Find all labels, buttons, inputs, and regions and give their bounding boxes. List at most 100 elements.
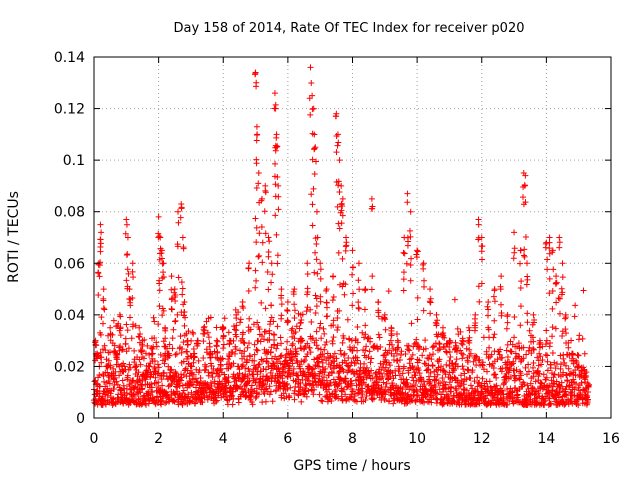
data-point [107, 337, 114, 344]
data-point [100, 286, 107, 293]
data-point [206, 343, 213, 350]
data-point [415, 366, 422, 373]
data-point [553, 279, 560, 286]
data-point [552, 325, 559, 332]
data-point [521, 381, 528, 388]
data-point [428, 382, 435, 389]
data-point [117, 332, 124, 339]
data-point [525, 368, 532, 375]
data-point [104, 369, 111, 376]
data-point [262, 189, 269, 196]
data-point [161, 343, 168, 350]
data-point [219, 326, 226, 333]
data-point [316, 324, 323, 331]
data-point [154, 361, 161, 368]
data-point [296, 325, 303, 332]
data-point [219, 355, 226, 362]
data-point [562, 362, 569, 369]
data-point [411, 369, 418, 376]
data-point [252, 70, 259, 77]
data-point [181, 322, 188, 329]
x-tick-label: 8 [348, 431, 357, 447]
data-point [332, 113, 339, 120]
data-point [253, 184, 260, 191]
data-point [269, 398, 276, 405]
data-point [469, 367, 476, 374]
data-point [434, 371, 441, 378]
data-point [549, 350, 556, 357]
data-point [301, 357, 308, 364]
data-point [241, 348, 248, 355]
data-point [405, 342, 412, 349]
data-point [351, 344, 358, 351]
data-point [480, 334, 487, 341]
data-point [341, 291, 348, 298]
data-point [110, 372, 117, 379]
data-point [418, 374, 424, 381]
data-point [484, 312, 491, 319]
data-point [304, 304, 311, 311]
data-point [233, 333, 240, 340]
data-point [350, 290, 357, 297]
data-point [145, 392, 152, 399]
data-point [265, 253, 272, 260]
data-point [339, 339, 346, 346]
data-point [240, 361, 247, 368]
data-point [420, 260, 427, 267]
data-point [273, 143, 280, 150]
data-point [258, 333, 265, 340]
data-point [530, 345, 537, 352]
data-point [422, 337, 429, 344]
data-point [312, 144, 319, 151]
data-point [530, 346, 537, 353]
data-point [556, 234, 563, 241]
data-point [452, 345, 459, 352]
data-point [414, 342, 421, 349]
data-point [569, 352, 576, 359]
data-point [556, 244, 563, 251]
data-point [562, 314, 569, 321]
data-point [218, 356, 225, 363]
data-point [126, 286, 133, 293]
data-point [172, 317, 179, 324]
data-point [186, 397, 193, 404]
data-point [543, 327, 550, 334]
data-point [494, 356, 501, 363]
data-point [197, 374, 204, 381]
data-point [396, 356, 403, 363]
data-point [172, 351, 179, 358]
x-tick-label: 10 [408, 431, 426, 447]
data-point [457, 347, 464, 354]
data-point [306, 345, 313, 352]
data-point [354, 347, 361, 354]
data-point [342, 247, 349, 254]
data-point [491, 317, 498, 324]
data-point [447, 338, 454, 345]
data-point [564, 378, 571, 385]
data-point [333, 149, 340, 156]
data-point [323, 377, 330, 384]
data-point [272, 105, 279, 112]
data-point [436, 346, 443, 353]
data-point [499, 354, 506, 361]
x-tick-label: 16 [602, 431, 620, 447]
data-point [278, 340, 285, 347]
data-point [416, 370, 423, 377]
data-point [125, 345, 132, 352]
data-point [421, 360, 428, 367]
data-point [168, 366, 175, 373]
data-point [171, 398, 178, 405]
data-point [116, 344, 123, 351]
data-point [573, 359, 580, 366]
data-point [152, 374, 159, 381]
data-point [380, 379, 387, 386]
data-point [570, 376, 577, 383]
data-point [581, 350, 588, 357]
data-point [388, 332, 395, 339]
data-point [436, 341, 443, 348]
data-point [584, 392, 591, 399]
data-point [552, 365, 559, 372]
data-point [440, 329, 447, 336]
chart-title: Day 158 of 2014, Rate Of TEC Index for r… [174, 21, 525, 36]
data-point [162, 335, 169, 342]
